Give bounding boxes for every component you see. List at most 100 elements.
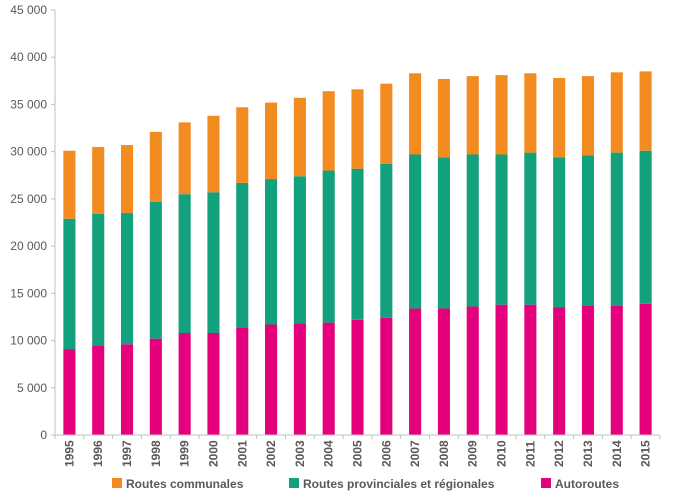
x-tick-label: 2011 bbox=[523, 441, 537, 467]
y-tick-label: 45 000 bbox=[10, 3, 47, 17]
x-tick-label: 2000 bbox=[206, 440, 220, 467]
bar-autoroutes-1995 bbox=[63, 349, 76, 435]
x-tick-label: 2002 bbox=[264, 440, 278, 467]
bar-autoroutes-2004 bbox=[322, 322, 335, 435]
y-axis: 0 5 000 10 000 15 000 20 000 25 000 30 000 35 0… bbox=[10, 3, 56, 442]
bar-routes-provinciales-et-r-gionales-2015 bbox=[639, 150, 652, 304]
y-tick-label: 40 000 bbox=[10, 50, 47, 64]
bar-routes-communales-2012 bbox=[553, 78, 566, 158]
x-tick-label: 2008 bbox=[437, 440, 451, 467]
x-tick-label: 2001 bbox=[235, 440, 249, 467]
x-tick-label: 2013 bbox=[581, 440, 595, 467]
x-tick-label: 2006 bbox=[379, 440, 393, 467]
bar-routes-communales-2007 bbox=[409, 73, 422, 155]
bar-routes-provinciales-et-r-gionales-1995 bbox=[63, 218, 76, 350]
bar-autoroutes-2006 bbox=[380, 317, 393, 435]
y-tick-label: 5 000 bbox=[17, 381, 47, 395]
bar-autoroutes-2000 bbox=[207, 333, 220, 435]
bar-routes-communales-2009 bbox=[466, 76, 479, 155]
x-axis: 1995 1996 1997 1998 1999 2000 2001 2002 2003 2004… bbox=[54, 434, 661, 467]
x-tick-label: 1995 bbox=[62, 440, 76, 467]
x-tick-label: 2003 bbox=[293, 440, 307, 467]
bar-autoroutes-2003 bbox=[293, 323, 306, 435]
bar-routes-provinciales-et-r-gionales-2013 bbox=[581, 155, 595, 306]
bar-routes-communales-2004 bbox=[322, 91, 335, 171]
bar-routes-communales-2010 bbox=[495, 75, 508, 155]
bar-routes-provinciales-et-r-gionales-2005 bbox=[351, 168, 364, 320]
bar-autoroutes-1997 bbox=[120, 344, 134, 435]
bar-routes-provinciales-et-r-gionales-2003 bbox=[293, 176, 306, 324]
y-tick-label: 35 000 bbox=[10, 97, 47, 111]
legend-label-routes-provinciales-et-r-gionales: Routes provinciales et régionales bbox=[303, 477, 495, 491]
bar-routes-communales-1997 bbox=[120, 145, 134, 214]
bar-routes-communales-2006 bbox=[380, 83, 393, 164]
bar-autoroutes-2011 bbox=[524, 304, 537, 435]
bar-routes-communales-2011 bbox=[524, 73, 537, 153]
x-tick-label: 1997 bbox=[120, 440, 134, 467]
legend: Routes communales Routes provinciales et … bbox=[112, 477, 619, 491]
x-tick-label: 2014 bbox=[610, 440, 624, 467]
x-tick-label: 1999 bbox=[178, 440, 192, 467]
bar-routes-communales-2002 bbox=[265, 102, 278, 180]
bar-routes-communales-1995 bbox=[63, 150, 76, 219]
bar-routes-provinciales-et-r-gionales-2014 bbox=[610, 152, 623, 306]
bar-routes-provinciales-et-r-gionales-2008 bbox=[437, 157, 450, 309]
bar-routes-communales-2013 bbox=[581, 76, 595, 156]
bar-autoroutes-2001 bbox=[236, 327, 249, 435]
bar-routes-provinciales-et-r-gionales-2001 bbox=[236, 182, 249, 328]
bar-autoroutes-1998 bbox=[149, 338, 162, 435]
legend-label-autoroutes: Autoroutes bbox=[555, 477, 619, 491]
bar-autoroutes-1999 bbox=[178, 333, 191, 435]
bar-routes-communales-2008 bbox=[437, 78, 450, 158]
x-tick-label: 2007 bbox=[408, 440, 422, 467]
y-tick-label: 30 000 bbox=[10, 145, 47, 159]
bar-routes-provinciales-et-r-gionales-2010 bbox=[495, 154, 508, 305]
bar-routes-communales-1998 bbox=[149, 131, 162, 202]
bar-autoroutes-1996 bbox=[92, 345, 105, 435]
bar-routes-communales-2003 bbox=[293, 97, 306, 177]
y-tick-label: 15 000 bbox=[10, 286, 47, 300]
bar-routes-provinciales-et-r-gionales-2011 bbox=[524, 152, 537, 305]
bar-routes-provinciales-et-r-gionales-2012 bbox=[553, 157, 566, 308]
bar-routes-provinciales-et-r-gionales-2007 bbox=[409, 154, 422, 309]
bar-routes-communales-2000 bbox=[207, 115, 220, 193]
bar-routes-provinciales-et-r-gionales-2004 bbox=[322, 170, 335, 323]
bars bbox=[63, 71, 652, 435]
bar-autoroutes-2008 bbox=[437, 308, 450, 435]
bar-routes-provinciales-et-r-gionales-1997 bbox=[120, 213, 134, 345]
bar-autoroutes-2009 bbox=[466, 306, 479, 435]
bar-routes-provinciales-et-r-gionales-2009 bbox=[466, 154, 479, 307]
legend-swatch-routes-communales bbox=[112, 478, 122, 488]
y-tick-label: 0 bbox=[40, 428, 47, 442]
bar-routes-communales-2005 bbox=[351, 89, 364, 169]
bar-routes-communales-1996 bbox=[92, 146, 105, 214]
y-tick-label: 25 000 bbox=[10, 192, 47, 206]
x-tick-label: 1998 bbox=[149, 440, 163, 467]
x-tick-label: 2009 bbox=[466, 440, 480, 467]
bar-autoroutes-2010 bbox=[495, 304, 508, 435]
x-tick-label: 2015 bbox=[639, 440, 653, 467]
bar-routes-provinciales-et-r-gionales-2006 bbox=[380, 163, 393, 318]
bar-autoroutes-2012 bbox=[553, 307, 566, 435]
bar-routes-provinciales-et-r-gionales-1998 bbox=[149, 201, 162, 339]
bar-routes-communales-2015 bbox=[639, 71, 652, 151]
bar-autoroutes-2005 bbox=[351, 319, 364, 435]
x-tick-label: 2004 bbox=[322, 440, 336, 467]
y-tick-label: 10 000 bbox=[10, 334, 47, 348]
bar-autoroutes-2007 bbox=[409, 308, 422, 435]
legend-swatch-autoroutes bbox=[541, 478, 551, 488]
x-tick-label: 1996 bbox=[91, 440, 105, 467]
bar-routes-communales-2014 bbox=[610, 72, 623, 153]
bar-routes-communales-1999 bbox=[178, 122, 191, 195]
bar-routes-provinciales-et-r-gionales-1999 bbox=[178, 194, 191, 333]
bar-routes-provinciales-et-r-gionales-1996 bbox=[92, 214, 105, 346]
bar-autoroutes-2002 bbox=[265, 324, 278, 435]
y-tick-label: 20 000 bbox=[10, 239, 47, 253]
bar-routes-provinciales-et-r-gionales-2000 bbox=[207, 192, 220, 333]
bar-autoroutes-2014 bbox=[610, 305, 623, 435]
bar-routes-communales-2001 bbox=[236, 107, 249, 183]
bar-autoroutes-2013 bbox=[581, 305, 595, 435]
x-tick-label: 2012 bbox=[552, 440, 566, 467]
legend-label-routes-communales: Routes communales bbox=[126, 477, 244, 491]
legend-swatch-routes-provinciales-et-r-gionales bbox=[289, 478, 299, 488]
